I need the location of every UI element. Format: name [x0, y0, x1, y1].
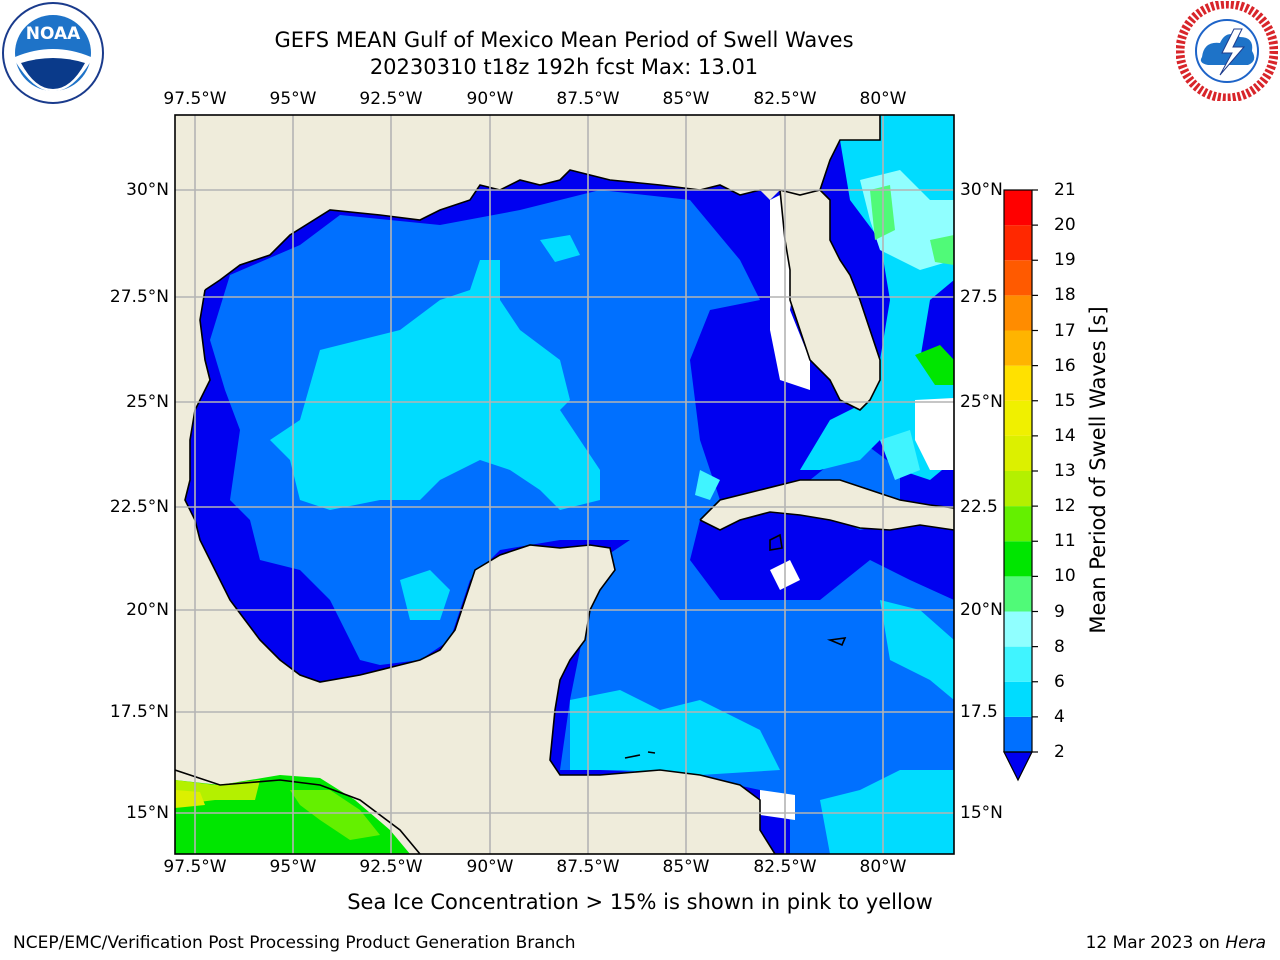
colorbar-bin	[1004, 435, 1032, 471]
lat-label-left: 30°N	[126, 180, 169, 200]
lat-label-right: 25°N	[960, 392, 1003, 412]
colorbar-bin	[1004, 681, 1032, 717]
lat-label-left: 22.5°N	[109, 497, 169, 517]
colorbar-bin	[1004, 365, 1032, 401]
colorbar-tick-label: 19	[1054, 250, 1076, 271]
date-line: 12 Mar 2023 on Hera	[1086, 933, 1266, 953]
land-florida	[780, 190, 880, 410]
colorbar-bin	[1004, 260, 1032, 296]
colorbar-tick-label: 13	[1054, 461, 1076, 481]
lon-label-top: 82.5°W	[753, 89, 817, 109]
colorbar-tick-label: 20	[1054, 215, 1076, 236]
colorbar-bin	[1004, 646, 1032, 682]
lon-label-bottom: 95°W	[269, 857, 317, 877]
colorbar-bin	[1004, 716, 1032, 752]
noaa-logo: NOAA	[1, 1, 105, 105]
lat-label-left: 25°N	[126, 392, 169, 412]
lon-label-top: 90°W	[466, 89, 514, 109]
chart-subtitle: 20230310 t18z 192h fcst Max: 13.01	[369, 55, 759, 79]
colorbar-tick-label: 11	[1054, 531, 1076, 552]
lat-label-right: 30°N	[960, 180, 1003, 200]
lat-label-left: 27.5°N	[109, 287, 169, 307]
lat-label-left: 20°N	[126, 600, 169, 620]
colorbar-tick-label: 9	[1054, 601, 1065, 622]
colorbar-title: Mean Period of Swell Waves [s]	[1086, 306, 1110, 634]
colorbar-tick-label: 21	[1054, 180, 1076, 200]
colorbar-tick-label: 4	[1054, 706, 1065, 727]
nws-logo	[1175, 0, 1279, 103]
colorbar	[1003, 189, 1038, 782]
colorbar-bin	[1004, 225, 1032, 261]
lon-label-bottom: 92.5°W	[359, 857, 423, 877]
colorbar-tick-label: 16	[1054, 355, 1076, 376]
colorbar-bin	[1004, 611, 1032, 647]
lon-label-top: 87.5°W	[556, 89, 620, 109]
noaa-logo-text: NOAA	[26, 24, 81, 44]
credit-line: NCEP/EMC/Verification Post Processing Pr…	[13, 933, 576, 953]
colorbar-tick-label: 15	[1054, 390, 1076, 411]
lon-label-bottom: 82.5°W	[753, 857, 817, 877]
lat-label-left: 15°N	[126, 803, 169, 823]
colorbar-bin	[1004, 295, 1032, 331]
date-text: 12 Mar 2023 on	[1085, 933, 1226, 953]
colorbar-tick-label: 14	[1054, 425, 1076, 446]
lon-label-bottom: 80°W	[859, 857, 907, 877]
land-north-america	[175, 115, 880, 854]
colorbar-bin	[1004, 471, 1032, 507]
colorbar-tick-label: 18	[1054, 285, 1076, 306]
lat-label-right: 22.5	[960, 497, 998, 517]
lat-label-right: 17.5	[960, 702, 998, 722]
machine-name: Hera	[1225, 933, 1266, 953]
lon-label-bottom: 85°W	[662, 857, 710, 877]
lat-label-right: 20°N	[960, 600, 1003, 620]
chart-title: GEFS MEAN Gulf of Mexico Mean Period of …	[274, 28, 854, 52]
colorbar-bin	[1004, 541, 1032, 577]
colorbar-extend-arrow	[1003, 751, 1033, 782]
lon-label-top: 97.5°W	[163, 89, 227, 109]
lat-label-left: 17.5°N	[109, 702, 169, 722]
colorbar-bin	[1004, 190, 1032, 226]
lon-label-top: 92.5°W	[359, 89, 423, 109]
colorbar-tick-label: 10	[1054, 566, 1076, 587]
lon-label-top: 85°W	[662, 89, 710, 109]
colorbar-tick-label: 12	[1054, 496, 1076, 517]
period-4-6-region	[270, 260, 600, 510]
lon-label-bottom: 97.5°W	[163, 857, 227, 877]
lon-label-bottom: 87.5°W	[556, 857, 620, 877]
map-frame	[174, 114, 955, 855]
sea-ice-note: Sea Ice Concentration > 15% is shown in …	[347, 890, 933, 914]
colorbar-bin	[1004, 400, 1032, 436]
lat-label-right: 15°N	[960, 803, 1003, 823]
colorbar-bin	[1004, 576, 1032, 612]
lon-label-top: 95°W	[269, 89, 317, 109]
colorbar-bin	[1004, 506, 1032, 542]
colorbar-tick-label: 6	[1054, 671, 1065, 692]
colorbar-bin	[1004, 330, 1032, 366]
map-gridlines	[175, 115, 954, 854]
lon-label-top: 80°W	[859, 89, 907, 109]
land-cuba	[700, 480, 954, 530]
colorbar-tick-label: 2	[1054, 742, 1065, 762]
lat-label-right: 27.5	[960, 287, 998, 307]
colorbar-tick-label: 17	[1054, 320, 1076, 341]
lon-label-bottom: 90°W	[466, 857, 514, 877]
colorbar-tick-label: 8	[1054, 636, 1065, 657]
